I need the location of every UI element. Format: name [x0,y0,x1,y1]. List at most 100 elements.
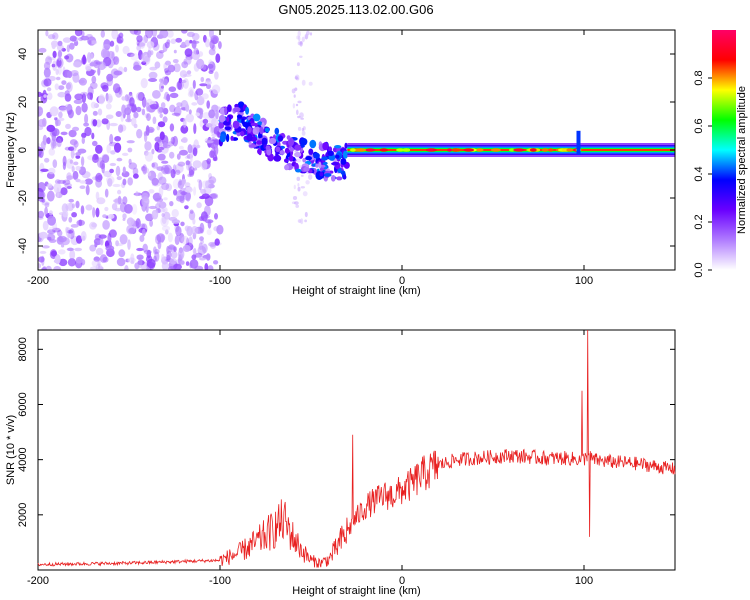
noise-cell [200,188,207,194]
noise-cell [163,164,173,175]
transition-cell [289,147,294,152]
noise-cell [209,150,215,158]
noise-cell [83,122,89,127]
noise-cell [60,187,68,196]
noise-cell [70,70,79,77]
noise-cell [55,76,61,81]
noise-cell [199,83,208,87]
colorbar-tick-label: 0.2 [693,214,705,229]
noise-cell [199,257,207,261]
noise-cell [43,78,52,87]
noise-cell [160,85,164,89]
scattered-noise-cell [301,79,306,86]
noise-cell [74,247,82,252]
scattered-noise-cell [301,36,305,43]
noise-cell [95,61,102,65]
noise-cell [78,219,83,227]
noise-cell [156,201,162,206]
noise-cell [185,261,190,266]
noise-cell [161,213,165,217]
noise-cell [94,175,99,182]
noise-cell [57,64,62,75]
ln-xtick-label: -100 [209,575,231,587]
noise-cell [48,210,53,216]
noise-cell [150,103,159,110]
noise-cell [191,39,197,49]
noise-cell [191,254,197,260]
noise-cell [154,249,160,254]
noise-cell [188,109,192,115]
noise-cell [209,39,215,50]
noise-cell [51,63,56,68]
noise-cell [67,258,76,267]
noise-cell [199,236,204,241]
transition-cell [336,176,343,181]
noise-cell [147,172,152,177]
noise-cell [179,233,185,244]
noise-cell [180,124,189,134]
noise-cell [168,244,176,250]
noise-cell [193,186,197,196]
noise-cell [115,44,119,53]
noise-cell [89,244,97,252]
noise-cell [213,226,220,232]
transition-cell [288,155,294,162]
hm-ytick-label: 20 [17,96,29,108]
noise-cell [163,142,168,149]
noise-cell [66,229,74,234]
noise-cell [198,179,203,191]
noise-cell [62,155,67,166]
noise-cell [88,69,97,74]
transition-cell [274,127,280,135]
scattered-noise-cell [298,165,303,169]
noise-cell [142,243,148,253]
noise-cell [144,141,152,151]
transition-cell [322,142,329,151]
noise-cell [191,102,198,106]
noise-cell [202,118,209,124]
colorbar-tick-label: 0.6 [693,118,705,133]
scattered-noise-cell [299,55,303,58]
signal-line-cell [508,148,515,152]
noise-cell [165,60,171,66]
noise-cell [58,258,68,267]
noise-cell [200,76,205,83]
transition-cell [318,161,322,169]
noise-cell [206,83,211,90]
transition-cell [227,104,232,112]
transition-cell [236,114,243,119]
noise-cell [47,229,56,235]
noise-cell [38,210,45,219]
noise-cell [38,146,43,157]
noise-cell [139,235,145,242]
scattered-noise-cell [305,180,310,185]
noise-cell [102,214,107,219]
noise-cell [170,38,177,45]
noise-cell [80,231,87,241]
noise-cell [112,183,121,188]
noise-cell [86,34,93,39]
noise-cell [102,84,109,92]
transition-cell [340,158,347,165]
noise-cell [112,83,121,94]
noise-cell [129,30,139,35]
transition-cell [331,175,336,182]
noise-cell [57,91,66,98]
noise-cell [161,253,165,262]
hm-ytick-label: 0 [17,147,29,153]
noise-cell [206,229,212,236]
noise-cell [60,131,68,136]
noise-cell [140,52,150,63]
noise-cell [195,112,200,117]
noise-cell [67,233,72,239]
noise-cell [93,256,101,262]
noise-cell [84,178,93,185]
hm-xtick-label: 0 [399,275,405,287]
transition-cell [342,150,348,159]
noise-cell [136,35,143,43]
transition-cell [313,152,320,159]
noise-cell [80,156,85,167]
noise-cell [146,41,155,49]
hm-xtick-label: -100 [209,275,231,287]
noise-cell [136,247,144,252]
